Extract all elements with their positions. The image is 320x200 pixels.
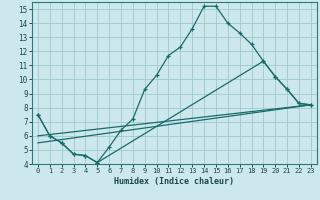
X-axis label: Humidex (Indice chaleur): Humidex (Indice chaleur) (115, 177, 234, 186)
